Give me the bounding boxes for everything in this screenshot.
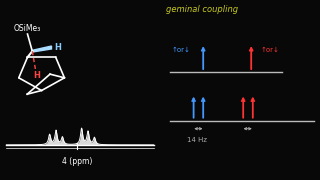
Text: 14 Hz: 14 Hz [187, 136, 207, 143]
Text: ↑or↓: ↑or↓ [172, 47, 190, 53]
Text: 4 (ppm): 4 (ppm) [62, 157, 92, 166]
Text: geminal coupling: geminal coupling [165, 5, 238, 14]
Text: OSiMe₃: OSiMe₃ [14, 24, 41, 33]
Text: H: H [55, 43, 61, 52]
Text: H: H [34, 71, 41, 80]
Text: ↑or↓: ↑or↓ [261, 47, 280, 53]
Polygon shape [32, 46, 52, 52]
